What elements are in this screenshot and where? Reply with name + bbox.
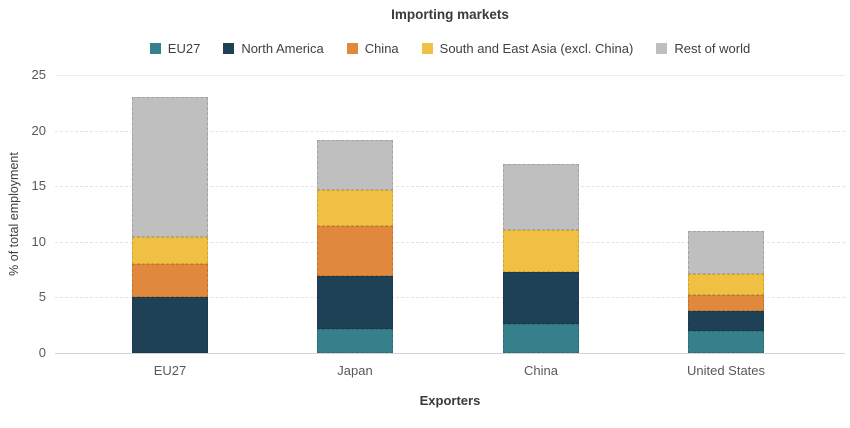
legend-swatch-icon [656,43,668,54]
gridline [55,297,845,299]
gridline [55,75,845,76]
legend-swatch-icon [149,43,161,54]
legend-item[interactable]: Rest of world [656,41,750,56]
bar-segment[interactable] [132,237,208,265]
legend-item[interactable]: South and East Asia (excl. China) [421,41,634,56]
bar-segment[interactable] [688,295,764,311]
legend-item[interactable]: EU27 [149,41,201,56]
legend-item[interactable]: China [346,41,399,56]
x-tick-label: Japan [337,363,373,378]
gridline [55,241,845,243]
x-tick-label: EU27 [153,363,187,378]
y-tick-label: 15 [31,178,46,194]
bar-eu27 [132,97,208,353]
y-tick-label: 0 [38,345,46,360]
bar-segment[interactable] [503,324,579,353]
bar-segment[interactable] [317,226,393,277]
legend-item-label: China [364,41,399,56]
x-tick-label: China [524,363,558,378]
bar-segment[interactable] [132,97,208,238]
y-tick-label: 5 [38,289,46,305]
legend-swatch-icon [421,43,433,54]
legend-item-label: EU27 [167,41,201,56]
bar-segment[interactable] [688,330,764,353]
y-axis-title: % of total employment [7,152,21,276]
legend-swatch-icon [346,43,358,54]
bar-segment[interactable] [317,328,393,353]
legend-swatch-icon [223,43,235,54]
bar-segment[interactable] [688,230,764,275]
bar-segment[interactable] [317,139,393,190]
y-tick-label: 20 [31,122,46,138]
bar-segment[interactable] [503,229,579,272]
bar-segment[interactable] [503,163,579,230]
legend-item-label: South and East Asia (excl. China) [439,41,634,56]
bar-segment[interactable] [503,271,579,325]
chart-title: Importing markets [391,7,509,22]
gridline [55,186,845,188]
y-tick-label: 10 [31,233,46,249]
y-tick-label: 25 [31,67,46,82]
bar-segment[interactable] [317,189,393,227]
bar-segment[interactable] [688,310,764,331]
x-tick-label: United States [686,363,766,378]
legend-item-label: North America [241,41,324,56]
bar-segment[interactable] [132,297,208,353]
legend: EU27 North America China South and East Asi… [55,41,845,56]
bar-segment[interactable] [317,276,393,329]
gridline [55,130,845,132]
bar-united-states [688,230,764,353]
bar-china [503,163,579,353]
bar-segment[interactable] [132,264,208,298]
legend-item-label: Rest of world [674,41,751,56]
legend-item[interactable]: North America [223,41,324,56]
bar-japan [317,139,393,353]
gridline [55,353,845,354]
x-axis-title: Exporters [419,393,481,408]
bar-segment[interactable] [688,274,764,296]
